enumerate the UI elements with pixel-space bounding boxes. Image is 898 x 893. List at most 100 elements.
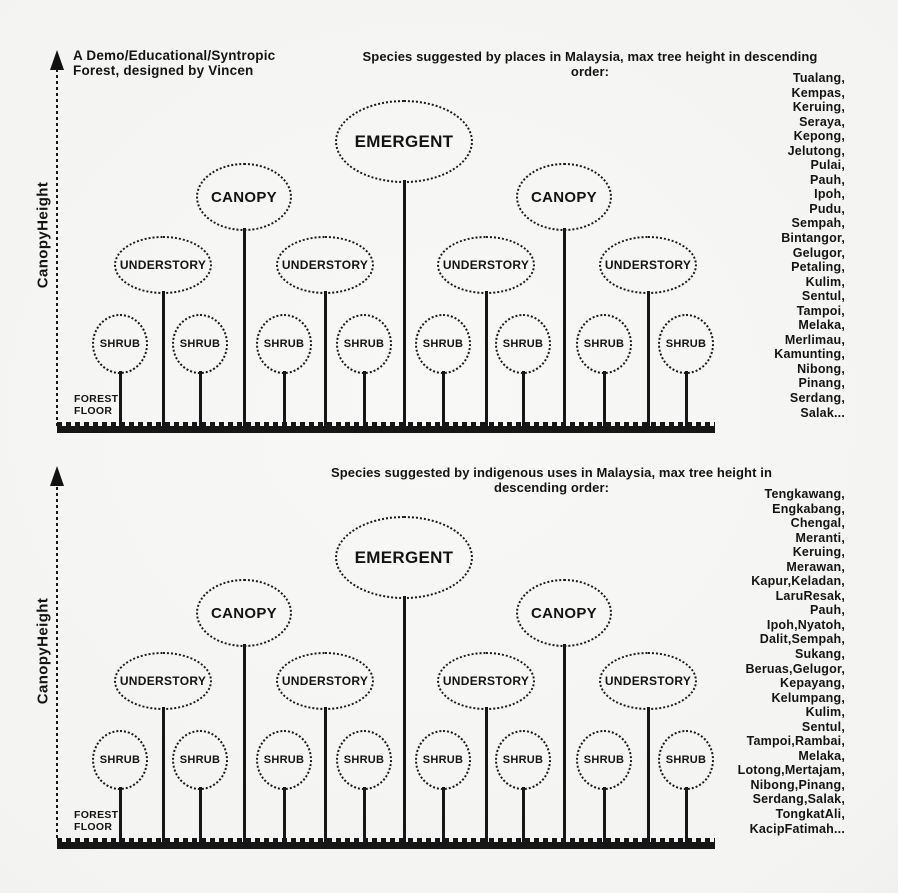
species-item: Merlimau, xyxy=(784,332,845,347)
species-item: Kulim, xyxy=(805,274,845,289)
understory-label: UNDERSTORY xyxy=(604,258,692,272)
tree-trunk xyxy=(403,180,406,426)
tree-trunk xyxy=(563,644,566,842)
species-item: Pulai, xyxy=(810,158,845,173)
species-item: Sempah, xyxy=(791,216,845,231)
species-item: Keruing, xyxy=(792,545,845,560)
emergent-node: EMERGENT xyxy=(335,100,473,183)
tree-trunk xyxy=(324,291,327,426)
shrub-label: SHRUB xyxy=(665,338,707,350)
shrub-label: SHRUB xyxy=(343,754,385,766)
understory-label: UNDERSTORY xyxy=(604,674,692,688)
forest-floor-line1: FOREST xyxy=(74,393,119,405)
figure-title-line2: Forest, designed by Vincen xyxy=(73,63,254,78)
forest-floor-label: FOREST FLOOR xyxy=(74,809,118,833)
understory-node: UNDERSTORY xyxy=(599,236,697,294)
canopy-height-axis-line xyxy=(56,484,58,838)
understory-node: UNDERSTORY xyxy=(114,236,212,294)
emergent-node: EMERGENT xyxy=(335,516,473,599)
species-item: Merawan, xyxy=(786,559,845,574)
tree-trunk xyxy=(363,787,366,842)
shrub-node: SHRUB xyxy=(495,730,551,790)
canopy-node: CANOPY xyxy=(196,579,292,647)
species-item: Dalit,Sempah, xyxy=(759,632,845,647)
tree-trunk xyxy=(647,707,650,842)
species-item: Pinang, xyxy=(798,376,845,391)
species-item: Tampoi,Rambai, xyxy=(746,734,845,749)
figure-title-line1: A Demo/Educational/Syntropic xyxy=(73,48,276,63)
shrub-node: SHRUB xyxy=(495,314,551,374)
shrub-node: SHRUB xyxy=(256,730,312,790)
understory-node: UNDERSTORY xyxy=(437,652,535,710)
understory-label: UNDERSTORY xyxy=(281,674,369,688)
understory-label: UNDERSTORY xyxy=(442,674,530,688)
shrub-node: SHRUB xyxy=(172,730,228,790)
canopy-label: CANOPY xyxy=(531,604,597,622)
tree-trunk xyxy=(199,787,202,842)
species-item: Kamunting, xyxy=(774,347,845,362)
shrub-node: SHRUB xyxy=(415,730,471,790)
shrub-label: SHRUB xyxy=(99,338,141,350)
canopy-label: CANOPY xyxy=(211,188,277,206)
ground-line xyxy=(57,838,715,849)
shrub-node: SHRUB xyxy=(576,730,632,790)
tree-trunk xyxy=(283,371,286,426)
species-item: Bintangor, xyxy=(781,231,845,246)
canopy-node: CANOPY xyxy=(196,163,292,231)
species-item: Melaka, xyxy=(798,748,845,763)
tree-trunk xyxy=(283,787,286,842)
species-item: Petaling, xyxy=(791,260,845,275)
tree-trunk xyxy=(485,291,488,426)
species-item: TongkatAli, xyxy=(775,807,845,822)
understory-label: UNDERSTORY xyxy=(281,258,369,272)
species-item: Kelumpang, xyxy=(771,690,845,705)
tree-trunk xyxy=(485,707,488,842)
canopy-height-axis-line xyxy=(56,68,58,426)
species-item: Nibong,Pinang, xyxy=(750,777,845,792)
species-item: Sentul, xyxy=(801,289,845,304)
tree-trunk xyxy=(563,228,566,426)
understory-label: UNDERSTORY xyxy=(442,258,530,272)
tree-trunk xyxy=(442,371,445,426)
species-item: Salak... xyxy=(800,405,845,420)
understory-node: UNDERSTORY xyxy=(437,236,535,294)
shrub-label: SHRUB xyxy=(422,754,464,766)
species-item: Gelugor, xyxy=(792,245,845,260)
ground-line xyxy=(57,422,715,433)
species-item: Tualang, xyxy=(792,71,845,85)
canopy-node: CANOPY xyxy=(516,579,612,647)
species-item: Pauh, xyxy=(809,172,845,187)
shrub-label: SHRUB xyxy=(502,754,544,766)
canopy-height-axis-label: CanopyHeight xyxy=(34,597,52,705)
up-arrow-icon xyxy=(50,50,64,70)
shrub-label: SHRUB xyxy=(263,338,305,350)
species-item: Melaka, xyxy=(798,318,845,333)
tree-trunk xyxy=(522,787,525,842)
shrub-node: SHRUB xyxy=(92,730,148,790)
shrub-node: SHRUB xyxy=(172,314,228,374)
species-item: Pauh, xyxy=(809,603,845,618)
species-item: KacipFatimah... xyxy=(749,821,845,836)
shrub-label: SHRUB xyxy=(343,338,385,350)
species-header-places: Species suggested by places in Malaysia,… xyxy=(362,49,818,79)
species-item: Serdang, xyxy=(789,391,845,406)
tree-trunk xyxy=(243,644,246,842)
tree-trunk xyxy=(363,371,366,426)
tree-trunk xyxy=(522,371,525,426)
forest-floor-label: FOREST FLOOR xyxy=(74,393,119,417)
species-item: Seraya, xyxy=(799,114,845,129)
up-arrow-icon xyxy=(50,466,64,486)
species-item: Kulim, xyxy=(805,705,845,720)
species-item: Tampoi, xyxy=(796,303,845,318)
understory-node: UNDERSTORY xyxy=(276,652,374,710)
tree-trunk xyxy=(162,707,165,842)
tree-trunk xyxy=(243,228,246,426)
canopy-label: CANOPY xyxy=(531,188,597,206)
species-item: Sukang, xyxy=(794,647,845,662)
species-item: Engkabang, xyxy=(772,501,845,516)
species-list-indigenous: Tengkawang, Engkabang, Chengal, Meranti, Ker… xyxy=(738,487,845,836)
emergent-label: EMERGENT xyxy=(354,131,454,151)
tree-trunk xyxy=(403,596,406,842)
species-item: Sentul, xyxy=(801,719,845,734)
